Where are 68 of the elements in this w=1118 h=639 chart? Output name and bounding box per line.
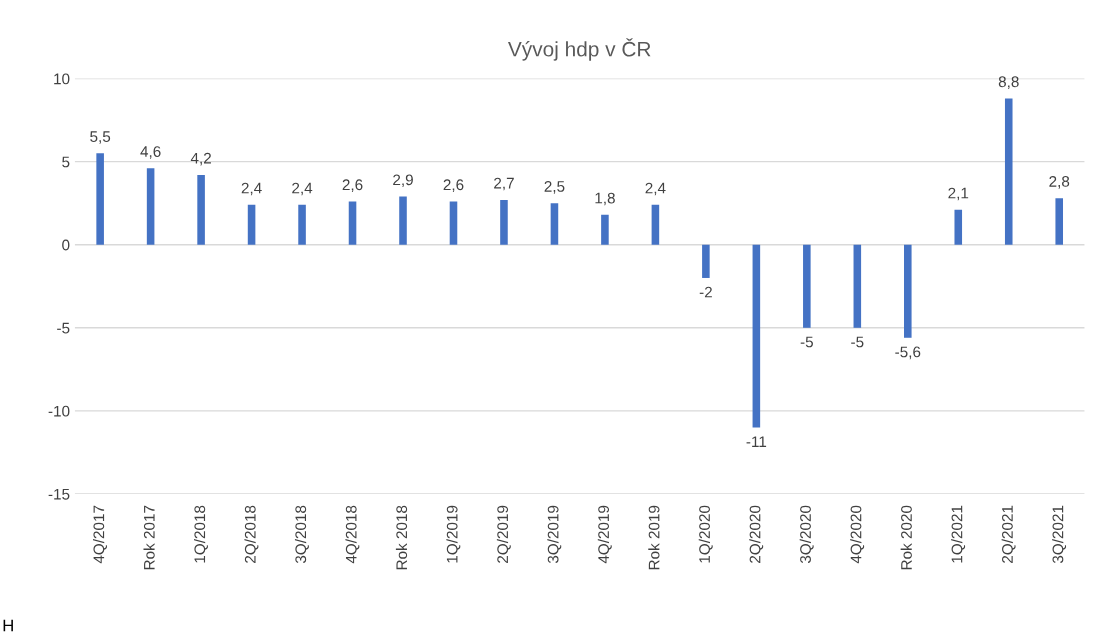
data-label: 2,4 <box>645 182 666 196</box>
data-label: 8,8 <box>998 76 1019 89</box>
y-tick-label: 5 <box>62 156 70 168</box>
bar <box>904 244 912 338</box>
x-tick-label: 2Q/2020 <box>749 505 764 563</box>
data-label: -11 <box>746 436 767 447</box>
x-tick-label: 4Q/2018 <box>345 505 360 564</box>
chart-title: Vývoj hdp v ČR <box>507 38 651 61</box>
x-tick-label: 4Q/2019 <box>597 505 612 564</box>
data-label: -5,6 <box>895 346 921 360</box>
data-label: -2 <box>699 286 712 298</box>
bar <box>954 209 963 245</box>
data-label: 2,7 <box>494 177 514 191</box>
x-tick-label: Rok 2019 <box>648 505 660 570</box>
bar <box>601 214 609 245</box>
bar <box>197 174 205 245</box>
y-tick-label: 0 <box>62 239 70 251</box>
x-tick-label: 1Q/2019 <box>446 505 461 563</box>
bar <box>1004 98 1013 245</box>
bar <box>348 201 357 245</box>
y-tick-label: -15 <box>48 488 70 500</box>
x-tick-label: 4Q/2020 <box>850 505 865 564</box>
bar <box>702 244 710 278</box>
y-tick-label: 10 <box>54 73 70 85</box>
x-tick-label: 1Q/2018 <box>193 505 208 563</box>
x-tick-label: Rok 2017 <box>143 505 155 570</box>
bar <box>803 244 811 328</box>
bar <box>146 168 155 245</box>
bar <box>1055 198 1064 245</box>
bar <box>550 203 559 245</box>
data-label: 2,6 <box>443 179 464 192</box>
x-tick-label: 3Q/2019 <box>547 505 562 564</box>
text: H <box>3 619 13 632</box>
data-label: 2,4 <box>292 182 313 196</box>
data-label: 2,9 <box>393 174 413 188</box>
x-tick-label: 2Q/2021 <box>1001 505 1016 563</box>
x-tick-label: Rok 2018 <box>395 505 408 570</box>
y-tick-label: -10 <box>48 405 70 417</box>
bar <box>651 204 660 245</box>
bar <box>96 153 104 245</box>
data-label: 4,2 <box>190 152 211 166</box>
y-tick-label: -5 <box>57 322 70 334</box>
x-tick-label: 3Q/2020 <box>799 505 814 564</box>
data-label: 4,6 <box>140 146 161 159</box>
data-label: 2,8 <box>1049 176 1070 189</box>
data-label: 2,1 <box>948 187 969 201</box>
data-label: 2,5 <box>544 181 565 194</box>
x-tick-label: Rok 2020 <box>900 505 912 570</box>
bar <box>853 244 862 328</box>
bar <box>247 204 256 245</box>
x-tick-label: 4Q/2017 <box>93 505 107 564</box>
x-tick-label: 1Q/2021 <box>951 505 966 563</box>
data-label: -5 <box>851 336 864 348</box>
x-tick-label: 3Q/2018 <box>294 505 309 564</box>
x-tick-label: 2Q/2018 <box>244 505 259 563</box>
x-tick-label: 3Q/2021 <box>1052 505 1067 564</box>
bar <box>752 244 761 428</box>
data-label: 1,8 <box>595 192 615 206</box>
bar <box>500 199 508 245</box>
x-tick-label: 1Q/2020 <box>698 505 713 563</box>
data-label: -5 <box>800 336 813 348</box>
data-label: 5,5 <box>90 131 111 144</box>
bar <box>298 204 306 245</box>
data-label: 2,4 <box>241 182 262 196</box>
x-tick-label: 2Q/2019 <box>496 505 511 563</box>
bar <box>399 196 407 245</box>
bar <box>449 201 458 245</box>
data-label: 2,6 <box>342 179 363 192</box>
